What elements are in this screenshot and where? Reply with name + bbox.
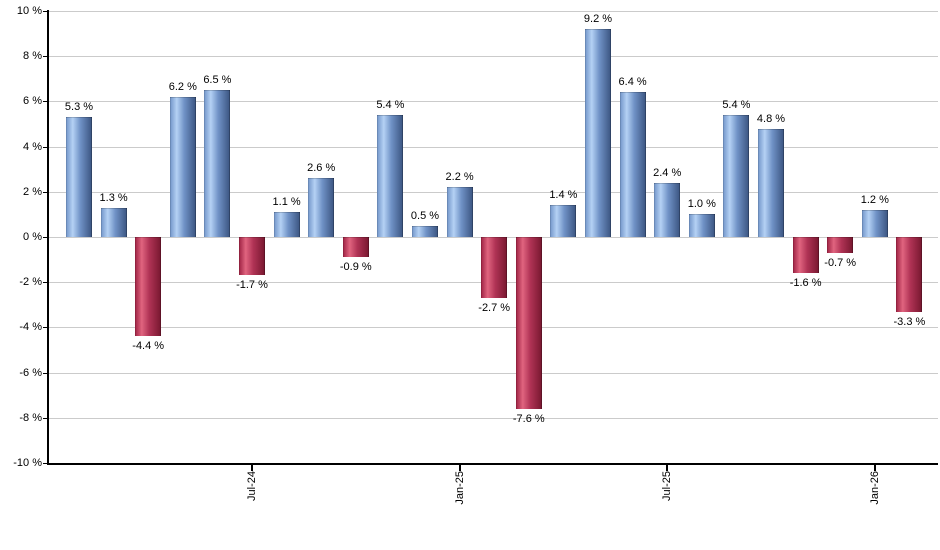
bar-positive — [308, 178, 335, 237]
y-axis-tick-label: 0 % — [23, 231, 42, 243]
gridline — [48, 11, 938, 12]
y-axis-tick-mark — [43, 237, 48, 238]
x-axis-tick-label: Jan-26 — [868, 471, 881, 505]
bar-value-label: 1.2 % — [860, 193, 889, 206]
bar-positive — [861, 209, 888, 237]
y-axis-tick-mark — [43, 372, 48, 374]
x-axis-tick-mark — [251, 465, 253, 471]
bar-value-label: 6.4 % — [618, 76, 647, 89]
gridline — [48, 56, 938, 58]
bar-value-label: 2.2 % — [445, 171, 474, 184]
bar-positive — [204, 90, 231, 237]
bar-value-label: 0.5 % — [410, 209, 440, 222]
gridline — [48, 101, 938, 103]
bar-positive — [377, 115, 404, 237]
x-axis-tick-mark — [458, 465, 461, 471]
bar-value-label: -2.7 % — [478, 302, 511, 314]
bar-value-label: 6.2 % — [168, 80, 197, 93]
bar-value-label: 6.5 % — [203, 74, 232, 87]
bar-positive — [412, 225, 438, 237]
bar-positive — [273, 212, 300, 237]
y-axis-tick-mark — [43, 101, 48, 103]
bar-negative — [896, 237, 923, 312]
bar-negative — [792, 237, 819, 274]
bar-negative — [342, 237, 369, 258]
bar-negative — [239, 237, 265, 276]
bar-positive — [100, 207, 127, 237]
y-axis-tick-label: -4 % — [19, 321, 42, 334]
bar-value-label: 4.8 % — [756, 112, 786, 125]
y-axis-tick-mark — [43, 282, 48, 284]
bar-value-label: 5.4 % — [376, 99, 405, 111]
y-axis-tick-label: -10 % — [13, 457, 42, 469]
bar-positive — [619, 92, 646, 237]
bar-positive — [758, 128, 784, 237]
y-axis-tick-label: 2 % — [23, 185, 42, 198]
bar-value-label: 1.0 % — [687, 198, 716, 211]
y-axis-tick-label: 10 % — [16, 5, 42, 17]
bar-value-label: 5.4 % — [722, 99, 751, 111]
gridline — [48, 417, 938, 419]
y-axis-tick-mark — [43, 56, 48, 58]
x-axis-tick-label: Jan-25 — [453, 471, 466, 505]
bar-negative — [515, 237, 542, 409]
y-axis-tick-label: -2 % — [19, 276, 42, 289]
bar-value-label: 1.3 % — [99, 191, 128, 204]
bar-negative — [481, 237, 508, 298]
x-axis-line — [47, 463, 938, 465]
y-axis-line — [47, 10, 49, 464]
bar-value-label: -0.9 % — [339, 261, 372, 274]
bar-value-label: 1.1 % — [272, 196, 301, 209]
gridline — [48, 372, 938, 374]
bar-value-label: 1.4 % — [549, 189, 578, 202]
bar-value-label: -1.7 % — [236, 279, 268, 292]
bar-value-label: -0.7 % — [824, 256, 857, 269]
bar-value-label: -3.3 % — [893, 315, 926, 328]
bar-positive — [585, 29, 611, 237]
bar-value-label: -1.6 % — [789, 277, 822, 290]
y-axis-tick-mark — [43, 327, 48, 329]
bar-positive — [169, 96, 196, 237]
bar-positive — [688, 214, 715, 237]
bar-negative — [827, 237, 854, 253]
x-axis-tick-label: Jul-25 — [661, 471, 674, 501]
bar-value-label: 9.2 % — [583, 13, 613, 26]
bar-value-label: 5.3 % — [64, 101, 94, 114]
bar-value-label: 2.6 % — [307, 162, 336, 175]
gridline — [48, 327, 938, 329]
bar-positive — [446, 187, 473, 237]
y-axis-tick-mark — [43, 146, 48, 148]
x-axis-tick-mark — [666, 465, 669, 471]
gridline — [48, 191, 938, 193]
bar-value-label: 2.4 % — [653, 166, 682, 179]
y-axis-tick-label: -6 % — [19, 366, 42, 379]
bar-value-label: -4.4 % — [132, 340, 165, 353]
bar-value-label: -7.6 % — [512, 412, 545, 425]
y-axis-tick-mark — [43, 191, 48, 193]
bar-positive — [654, 182, 681, 237]
bar-positive — [723, 115, 750, 237]
x-axis-tick-label: Jul-24 — [246, 471, 258, 501]
y-axis-tick-mark — [43, 11, 48, 12]
y-axis-tick-label: 6 % — [23, 95, 42, 108]
x-axis-tick-mark — [873, 465, 876, 471]
bar-positive — [550, 205, 577, 237]
y-axis-tick-label: 4 % — [23, 140, 42, 153]
bar-negative — [135, 237, 162, 337]
bar-positive — [66, 117, 92, 237]
y-axis-tick-label: 8 % — [23, 50, 42, 63]
gridline — [48, 146, 938, 148]
y-axis-tick-label: -8 % — [19, 411, 42, 424]
y-axis-tick-mark — [43, 417, 48, 419]
y-axis-tick-mark — [43, 463, 48, 464]
